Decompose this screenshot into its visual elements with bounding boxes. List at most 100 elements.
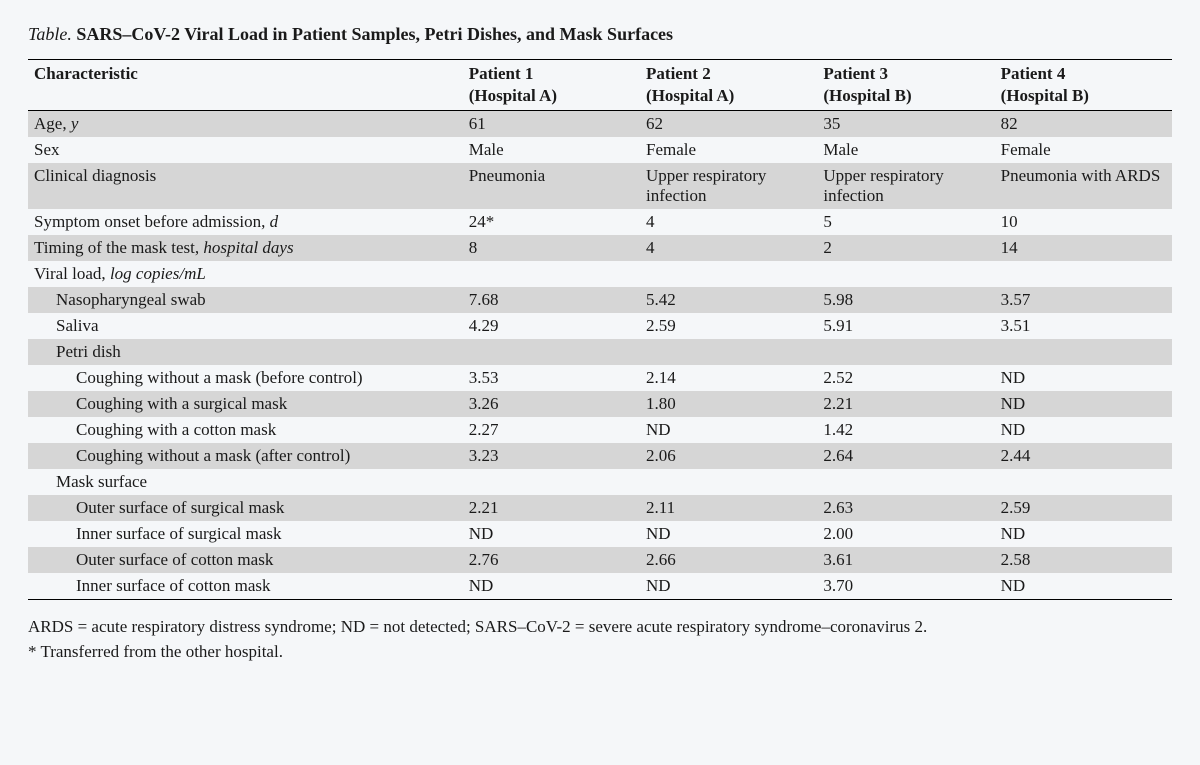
cell [640,469,817,495]
cell: 24* [463,209,640,235]
col-patient-2: Patient 2 [640,60,817,87]
cell [995,261,1172,287]
table-body: Age, y 61 62 35 82 Sex Male Female Male … [28,111,1172,600]
cell: 2.14 [640,365,817,391]
table-row: Coughing without a mask (after control) … [28,443,1172,469]
cell [817,261,994,287]
cell: Male [817,137,994,163]
row-label: Inner surface of cotton mask [28,573,463,600]
footnote-asterisk: * Transferred from the other hospital. [28,641,1172,664]
cell: 5.42 [640,287,817,313]
row-label: Saliva [28,313,463,339]
footnote-abbrev: ARDS = acute respiratory distress syndro… [28,616,1172,639]
row-label: Mask surface [28,469,463,495]
cell: 3.26 [463,391,640,417]
table-row: Saliva 4.29 2.59 5.91 3.51 [28,313,1172,339]
cell: 2.27 [463,417,640,443]
table-row: Mask surface [28,469,1172,495]
cell [817,339,994,365]
cell: Pneumonia [463,163,640,209]
table-row: Outer surface of cotton mask 2.76 2.66 3… [28,547,1172,573]
col-characteristic: Characteristic [28,60,463,87]
cell: 4 [640,209,817,235]
caption-label: Table. [28,24,72,44]
cell [640,339,817,365]
table-row: Inner surface of surgical mask ND ND 2.0… [28,521,1172,547]
cell: 62 [640,111,817,138]
cell: Upper respiratory infection [817,163,994,209]
table-row: Coughing without a mask (before control)… [28,365,1172,391]
cell: 2.06 [640,443,817,469]
cell: 61 [463,111,640,138]
row-label: Outer surface of surgical mask [28,495,463,521]
cell: 1.80 [640,391,817,417]
cell: 3.53 [463,365,640,391]
col-patient-1-hosp: (Hospital A) [463,86,640,111]
cell: ND [640,573,817,600]
cell: 3.23 [463,443,640,469]
row-label: Nasopharyngeal swab [28,287,463,313]
cell: ND [995,521,1172,547]
cell: ND [995,365,1172,391]
col-patient-3: Patient 3 [817,60,994,87]
row-label: Timing of the mask test, hospital days [28,235,463,261]
table-row: Coughing with a cotton mask 2.27 ND 1.42… [28,417,1172,443]
cell: 3.51 [995,313,1172,339]
col-patient-2-hosp: (Hospital A) [640,86,817,111]
cell: 2.11 [640,495,817,521]
cell: 2.64 [817,443,994,469]
cell: 2.00 [817,521,994,547]
cell: 5.98 [817,287,994,313]
cell: ND [640,417,817,443]
cell: 14 [995,235,1172,261]
col-patient-3-hosp: (Hospital B) [817,86,994,111]
cell [463,261,640,287]
row-label: Coughing with a surgical mask [28,391,463,417]
cell: Male [463,137,640,163]
cell: ND [995,573,1172,600]
table-row: Age, y 61 62 35 82 [28,111,1172,138]
cell: ND [995,391,1172,417]
row-label: Outer surface of cotton mask [28,547,463,573]
cell: 5 [817,209,994,235]
cell: 2.52 [817,365,994,391]
table-row: Sex Male Female Male Female [28,137,1172,163]
cell [817,469,994,495]
cell: 3.61 [817,547,994,573]
cell: 3.57 [995,287,1172,313]
cell: 2.59 [995,495,1172,521]
row-label: Sex [28,137,463,163]
cell [640,261,817,287]
cell: 2.66 [640,547,817,573]
cell: 82 [995,111,1172,138]
cell: 2.21 [817,391,994,417]
cell: 2.59 [640,313,817,339]
table-row: Coughing with a surgical mask 3.26 1.80 … [28,391,1172,417]
caption-title: SARS–CoV-2 Viral Load in Patient Samples… [76,24,673,44]
row-label: Symptom onset before admission, d [28,209,463,235]
cell: 2 [817,235,994,261]
table-row: Inner surface of cotton mask ND ND 3.70 … [28,573,1172,600]
table-footnotes: ARDS = acute respiratory distress syndro… [28,616,1172,664]
cell [995,339,1172,365]
cell [995,469,1172,495]
cell: 2.76 [463,547,640,573]
col-sub-blank [28,86,463,111]
cell: Upper respiratory infection [640,163,817,209]
cell: 8 [463,235,640,261]
cell: 7.68 [463,287,640,313]
cell: 4.29 [463,313,640,339]
table-row: Petri dish [28,339,1172,365]
cell: 4 [640,235,817,261]
cell: ND [640,521,817,547]
row-label: Petri dish [28,339,463,365]
row-label: Coughing without a mask (after control) [28,443,463,469]
cell: 5.91 [817,313,994,339]
cell: 2.44 [995,443,1172,469]
cell: Female [995,137,1172,163]
table-caption: Table. SARS–CoV-2 Viral Load in Patient … [28,24,1172,45]
col-patient-4: Patient 4 [995,60,1172,87]
cell: 10 [995,209,1172,235]
table-row: Viral load, log copies/mL [28,261,1172,287]
cell: 2.21 [463,495,640,521]
